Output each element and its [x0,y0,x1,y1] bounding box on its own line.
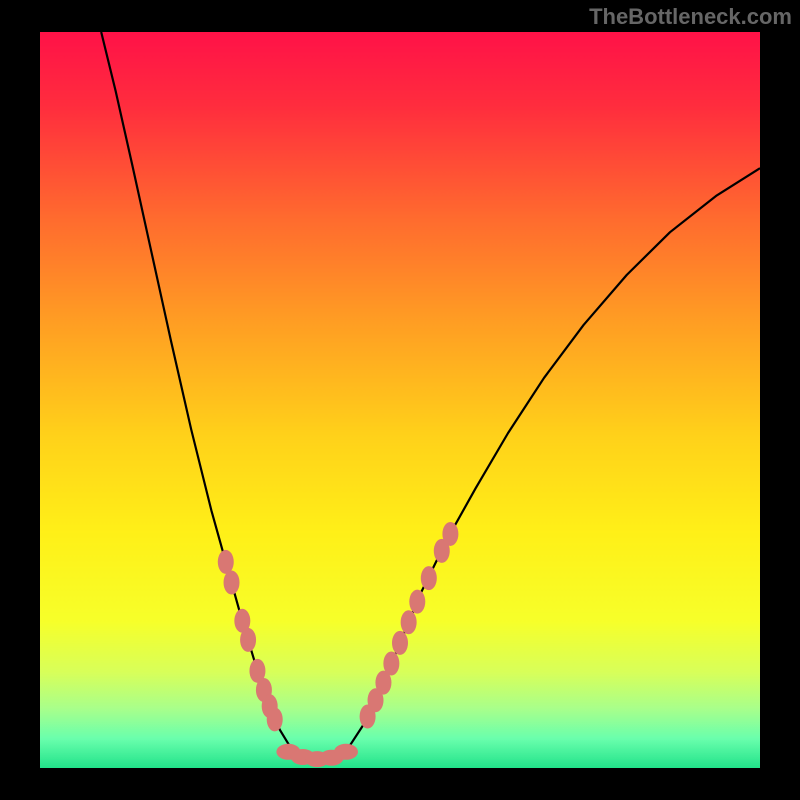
chart-svg [40,32,760,768]
plot-area [40,32,760,768]
marker-left-3 [240,628,256,652]
marker-left-1 [224,571,240,595]
marker-right-9 [442,522,458,546]
marker-right-4 [392,631,408,655]
marker-bottom-4 [334,744,358,760]
bottleneck-curve [101,32,760,761]
marker-right-7 [421,566,437,590]
marker-right-3 [383,651,399,675]
watermark-text: TheBottleneck.com [589,4,792,30]
marker-left-7 [267,707,283,731]
marker-left-0 [218,550,234,574]
marker-right-6 [409,590,425,614]
marker-right-5 [401,610,417,634]
